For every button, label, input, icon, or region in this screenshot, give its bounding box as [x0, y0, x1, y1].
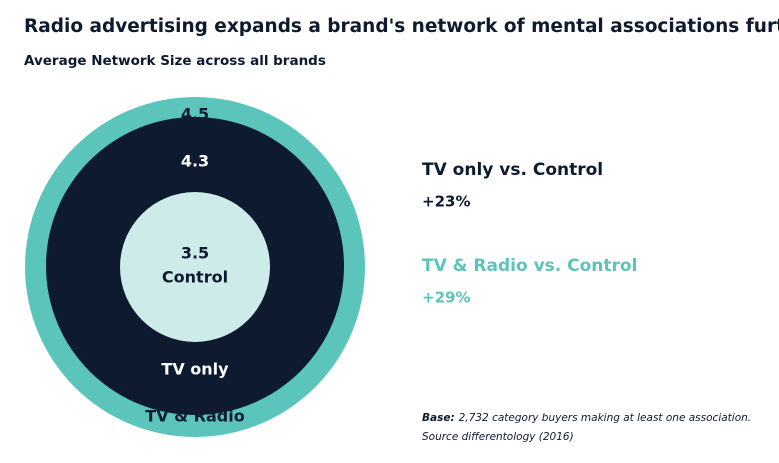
circle-label: TV & Radio: [145, 407, 244, 426]
footnote-base-label: Base:: [422, 412, 455, 424]
footnote-source: Source differentology (2016): [422, 431, 574, 443]
circle-value: 3.5: [181, 244, 209, 263]
subtitle: Average Network Size across all brands: [24, 53, 326, 69]
comparison-change: +23%: [422, 193, 470, 211]
title: Radio advertising expands a brand's netw…: [24, 16, 779, 37]
circle-value: 4.5: [181, 105, 209, 124]
circle-label: TV only: [161, 360, 229, 379]
comparison-label: TV & Radio vs. Control: [422, 256, 637, 276]
circle-label: Control: [162, 268, 228, 287]
footnote-base-text: 2,732 category buyers making at least on…: [459, 412, 751, 424]
inner-circle: [120, 192, 270, 342]
footnote-base: Base: 2,732 category buyers making at lea…: [422, 412, 751, 424]
comparison-change: +29%: [422, 289, 470, 307]
circle-value: 4.3: [181, 152, 209, 171]
comparison-label: TV only vs. Control: [422, 160, 603, 180]
